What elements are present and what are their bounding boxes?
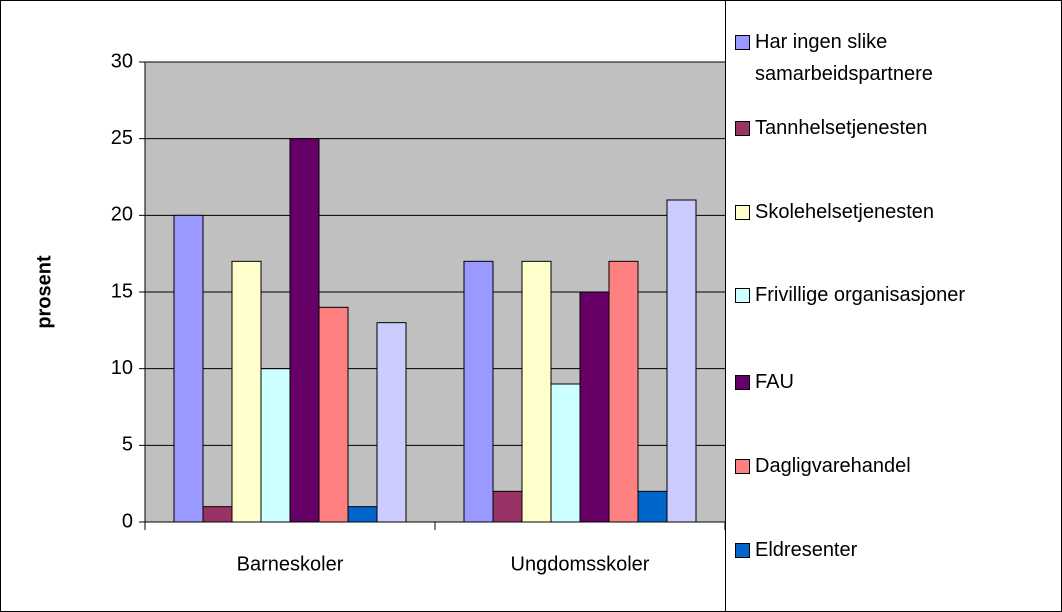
bar: [376, 322, 407, 523]
y-tick-label: 15: [111, 280, 133, 302]
legend-swatch: [735, 288, 750, 303]
bar: [173, 214, 204, 523]
bar: [289, 138, 320, 523]
y-axis-label: prosent: [33, 255, 55, 329]
legend-swatch: [735, 35, 750, 50]
legend-swatch: [735, 459, 750, 474]
legend-label: Dagligvarehandel: [755, 455, 911, 477]
x-tick-label: Barneskoler: [237, 553, 344, 575]
legend-swatch: [735, 375, 750, 390]
legend-swatch: [735, 543, 750, 558]
legend-label: Eldresenter: [755, 539, 858, 561]
y-tick-label: 30: [111, 50, 133, 72]
bar: [492, 490, 523, 523]
bar: [318, 306, 349, 523]
legend-label: Tannhelsetjenesten: [755, 117, 928, 139]
legend-label: FAU: [755, 371, 794, 393]
bar: [463, 260, 494, 523]
bar: [550, 383, 581, 523]
bar: [260, 368, 291, 523]
bar: [608, 260, 639, 523]
bar: [666, 199, 697, 523]
y-tick-label: 25: [111, 127, 133, 149]
legend-swatch: [735, 205, 750, 220]
y-tick-label: 0: [122, 510, 133, 532]
bar: [347, 506, 378, 523]
y-tick-label: 10: [111, 357, 133, 379]
bar: [521, 260, 552, 523]
bar: [637, 490, 668, 523]
legend-label: Skolehelsetjenesten: [755, 201, 935, 223]
legend-label: Frivillige organisasjoner: [755, 284, 966, 306]
bar: [231, 260, 262, 523]
bar: [202, 506, 233, 523]
x-tick-label: Ungdomsskoler: [511, 553, 650, 575]
bar: [579, 291, 610, 523]
legend-label: Har ingen slike samarbeidspartnere: [755, 31, 933, 85]
legend-swatch: [735, 121, 750, 136]
y-tick-label: 5: [122, 434, 133, 456]
y-tick-label: 20: [111, 204, 133, 226]
